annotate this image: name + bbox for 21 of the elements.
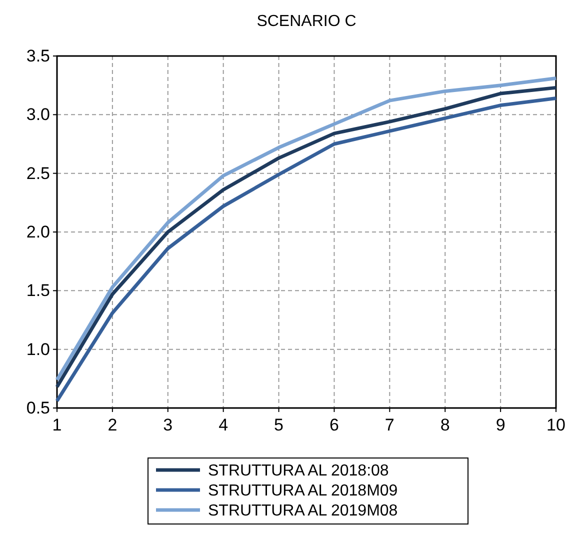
x-tick-label: 4	[218, 415, 228, 434]
legend-label: STRUTTURA AL 2019M08	[208, 502, 398, 520]
x-tick-label: 2	[108, 415, 118, 434]
x-tick-label: 1	[52, 415, 62, 434]
y-tick-label: 3.0	[26, 105, 50, 124]
y-tick-label: 3.5	[26, 46, 50, 66]
y-tick-label: 1.5	[26, 281, 50, 300]
chart-title: SCENARIO C	[256, 13, 356, 30]
y-tick-label: 0.5	[26, 398, 50, 418]
y-tick-label: 1.0	[26, 340, 50, 359]
legend-label: STRUTTURA AL 2018M09	[208, 482, 398, 500]
x-tick-label: 8	[440, 415, 450, 434]
y-tick-label: 2.0	[26, 222, 50, 242]
x-tick-label: 3	[163, 415, 173, 434]
x-tick-label: 5	[274, 415, 284, 434]
y-tick-label: 2.5	[26, 164, 50, 183]
x-tick-label: 7	[384, 415, 394, 434]
legend-label: STRUTTURA AL 2018:08	[208, 462, 389, 480]
x-tick-label: 6	[329, 415, 339, 434]
x-tick-label: 9	[496, 415, 506, 434]
x-tick-label: 10	[546, 415, 566, 434]
